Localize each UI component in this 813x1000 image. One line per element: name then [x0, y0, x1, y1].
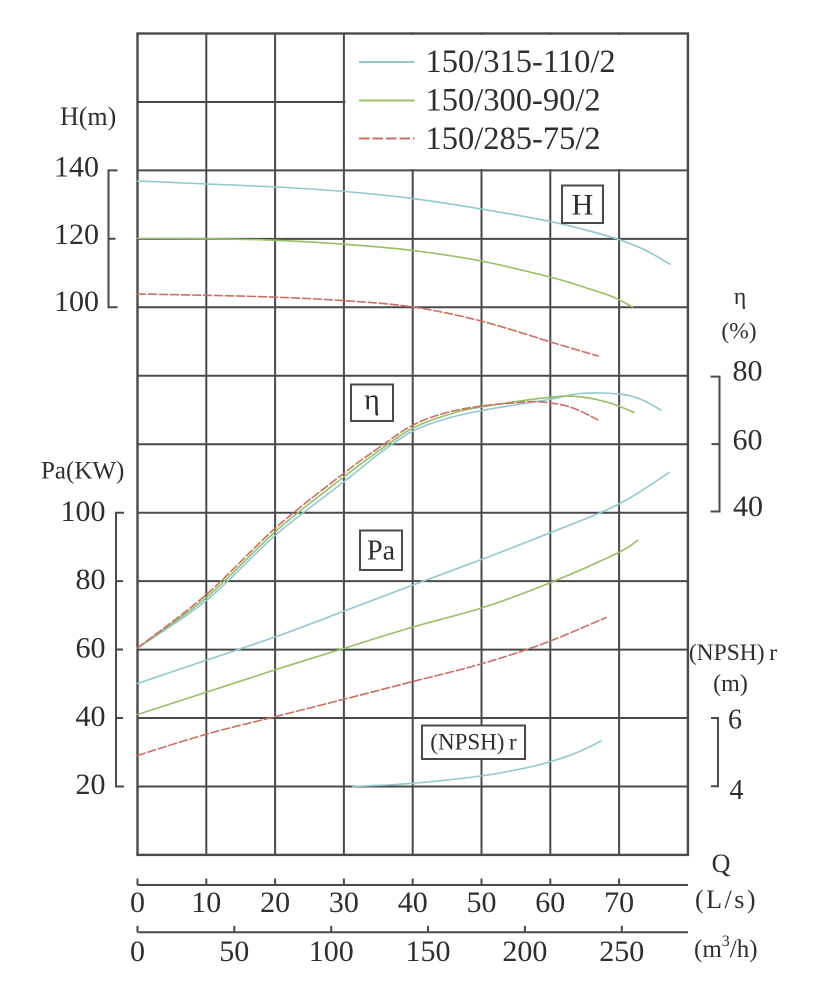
svg-text:6: 6 [728, 704, 742, 735]
svg-text:70: 70 [604, 886, 634, 919]
svg-text:(%): (%) [721, 319, 756, 345]
svg-text:Q: Q [712, 849, 731, 878]
svg-text:20: 20 [260, 886, 290, 919]
svg-text:(m): (m) [713, 671, 748, 697]
svg-text:0: 0 [130, 935, 145, 968]
svg-text:60: 60 [535, 886, 565, 919]
svg-text:50: 50 [219, 935, 249, 968]
svg-text:4: 4 [730, 775, 744, 806]
svg-text:150/315-110/2: 150/315-110/2 [426, 44, 616, 80]
svg-text:200: 200 [502, 935, 547, 968]
svg-text:100: 100 [61, 495, 106, 528]
svg-text:0: 0 [130, 886, 145, 919]
svg-text:150/300-90/2: 150/300-90/2 [426, 83, 601, 119]
svg-text:10: 10 [191, 886, 221, 919]
svg-text:60: 60 [733, 424, 763, 457]
svg-text:140: 140 [54, 151, 99, 184]
svg-text:H: H [572, 189, 594, 222]
svg-text:Pa(KW): Pa(KW) [41, 458, 124, 485]
svg-text:150/285-75/2: 150/285-75/2 [426, 121, 601, 157]
svg-text:(NPSH) r: (NPSH) r [430, 730, 517, 755]
svg-text:30: 30 [329, 886, 359, 919]
svg-text:150: 150 [406, 935, 451, 968]
svg-text:100: 100 [54, 285, 99, 318]
svg-text:60: 60 [76, 631, 106, 664]
svg-text:40: 40 [733, 490, 763, 523]
svg-text:η: η [734, 284, 747, 310]
svg-text:80: 80 [733, 355, 763, 388]
svg-text:120: 120 [54, 218, 99, 251]
svg-text:(L/s): (L/s) [695, 885, 758, 914]
svg-text:250: 250 [599, 935, 644, 968]
svg-text:H(m): H(m) [60, 102, 116, 131]
svg-text:50: 50 [467, 886, 497, 919]
svg-text:(NPSH) r: (NPSH) r [689, 640, 777, 666]
svg-text:η: η [364, 383, 380, 416]
svg-text:40: 40 [76, 700, 106, 733]
svg-text:80: 80 [76, 563, 106, 596]
svg-text:40: 40 [398, 886, 428, 919]
svg-text:Pa: Pa [367, 536, 396, 567]
svg-text:(m3/h): (m3/h) [694, 933, 758, 963]
svg-text:100: 100 [309, 935, 354, 968]
svg-text:20: 20 [76, 768, 106, 801]
